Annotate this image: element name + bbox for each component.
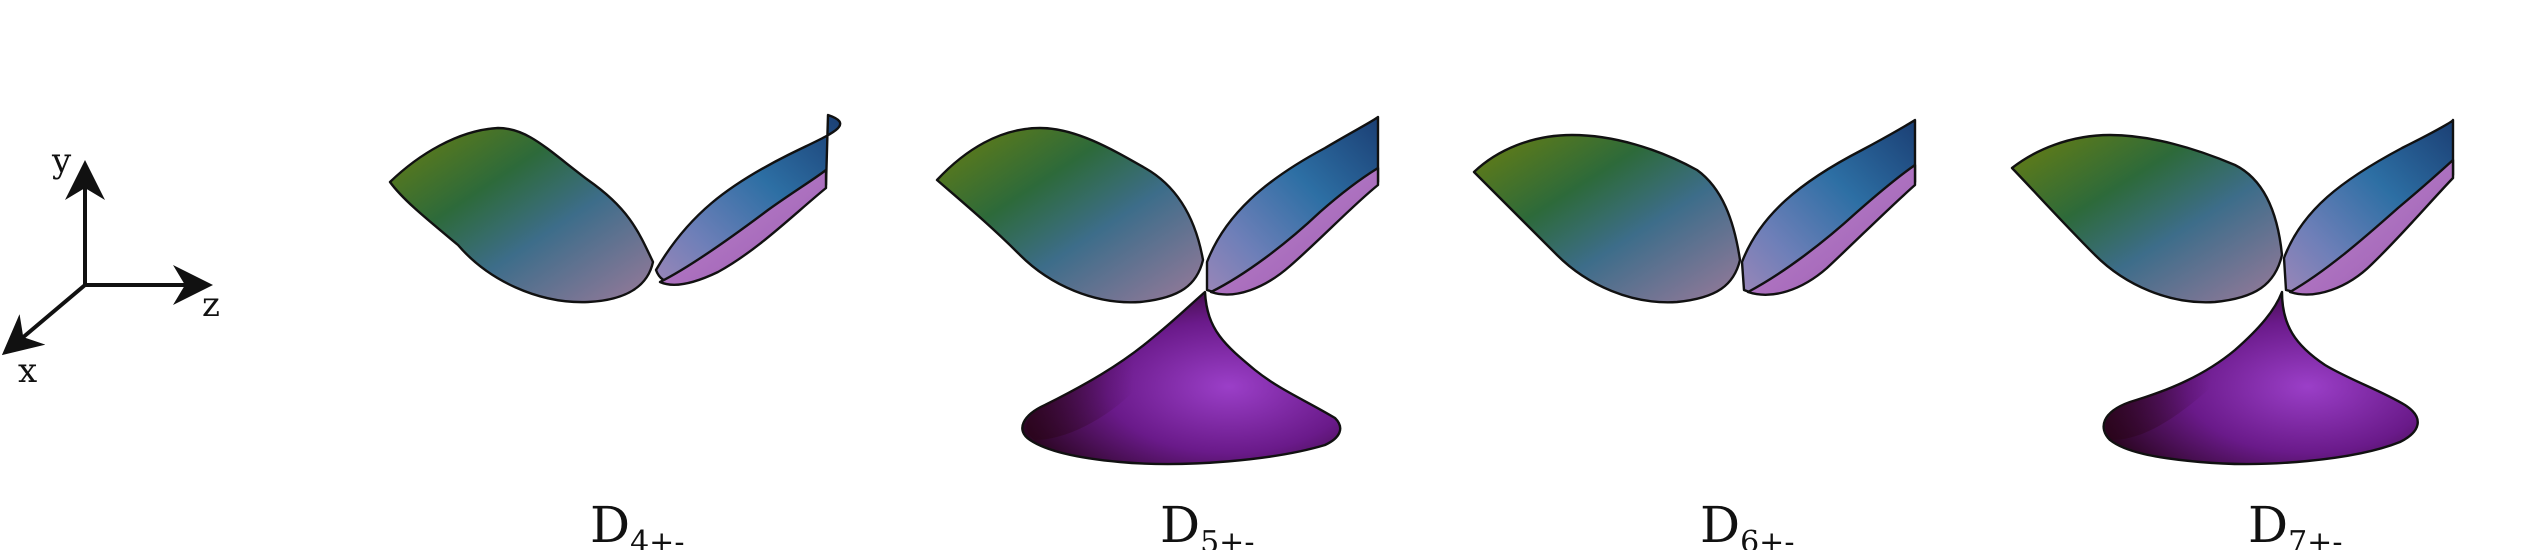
left-leaf xyxy=(1472,133,1742,304)
left-leaf xyxy=(935,126,1205,304)
lower-lobe xyxy=(2102,290,2419,466)
right-leaf-band xyxy=(2288,158,2455,296)
surface-d7 xyxy=(2010,118,2455,466)
caption-d4: D4+- xyxy=(590,496,684,550)
right-leaf-band xyxy=(1209,166,1380,296)
y-axis-label: y xyxy=(51,141,72,181)
right-leaf-band xyxy=(1746,163,1917,296)
caption-d6: D6+- xyxy=(1700,496,1794,550)
left-leaf xyxy=(388,126,655,304)
lower-lobe-shade xyxy=(2105,292,2282,440)
caption-d7: D7+- xyxy=(2248,496,2342,550)
x-axis-arrow xyxy=(1,283,87,356)
caption-d5: D5+- xyxy=(1160,496,1254,550)
surface-d6 xyxy=(1472,118,1917,304)
right-leaf-band xyxy=(658,168,828,286)
lower-lobe-shade xyxy=(1026,292,1205,440)
surface-d4 xyxy=(388,113,842,304)
left-leaf xyxy=(2010,133,2284,304)
x-axis-label: x xyxy=(18,351,37,391)
lower-lobe xyxy=(1021,290,1342,466)
surface-d5 xyxy=(935,115,1380,466)
z-axis-label: z xyxy=(202,285,220,325)
coordinate-axes: y z x xyxy=(1,141,220,391)
